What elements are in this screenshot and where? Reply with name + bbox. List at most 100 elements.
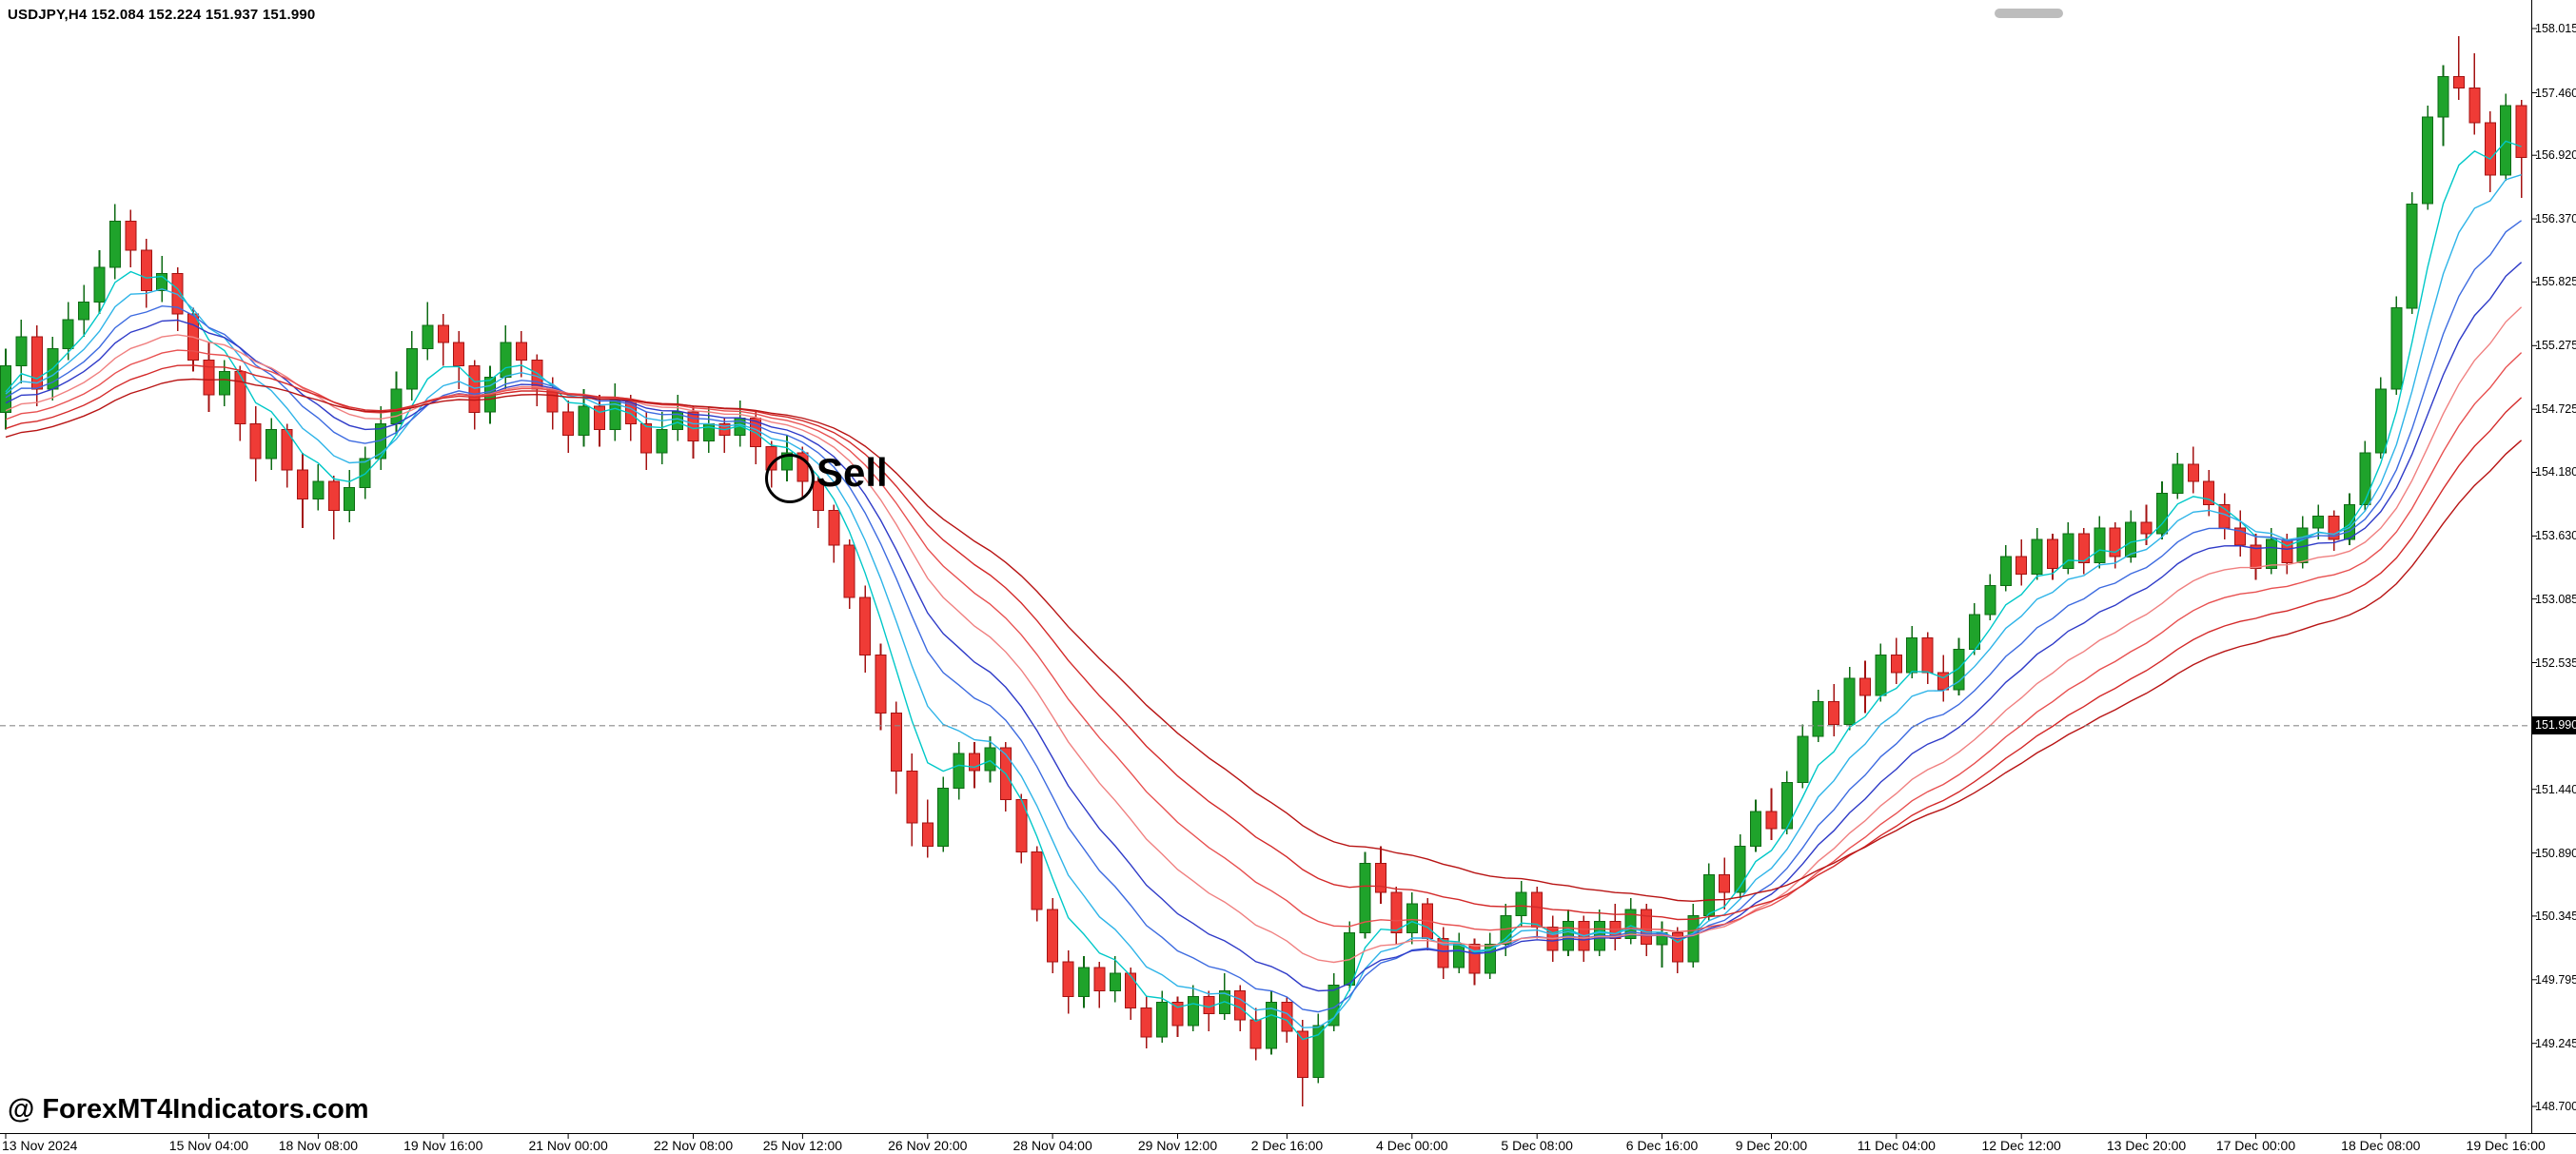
time-axis-label: 28 Nov 04:00: [1013, 1138, 1092, 1153]
time-axis-label: 11 Dec 04:00: [1857, 1138, 1936, 1153]
candle: [953, 741, 965, 800]
candle: [78, 284, 90, 338]
candle: [1062, 949, 1074, 1014]
candle: [1984, 574, 1996, 621]
price-axis-label: 149.245: [2535, 1036, 2576, 1050]
candle: [62, 302, 74, 361]
time-axis-label: 29 Nov 12:00: [1137, 1138, 1218, 1153]
candle: [812, 476, 824, 528]
time-axis-label: 18 Nov 08:00: [278, 1138, 359, 1153]
candle: [1641, 904, 1653, 956]
candle: [1266, 990, 1277, 1055]
candle: [2062, 521, 2075, 575]
candle: [234, 365, 246, 441]
candle: [1437, 927, 1449, 980]
candle: [2390, 296, 2403, 395]
time-axis-label: 25 Nov 12:00: [762, 1138, 843, 1153]
candle: [2312, 504, 2325, 539]
time-axis-label: 18 Dec 08:00: [2341, 1138, 2421, 1153]
candle: [108, 204, 121, 280]
candle: [890, 701, 902, 794]
candle: [2452, 35, 2465, 100]
candle: [2484, 111, 2496, 193]
price-axis-label: 151.440: [2535, 782, 2576, 796]
candle: [2077, 527, 2090, 575]
candle: [1843, 666, 1856, 731]
candle: [1047, 898, 1059, 974]
candle: [312, 463, 324, 511]
chart-symbol-ohlc-title: USDJPY,H4 152.084 152.224 151.937 151.99…: [8, 7, 316, 23]
candle: [297, 452, 308, 528]
candle: [1828, 684, 1840, 736]
candle: [2172, 452, 2184, 499]
ma-line-12: [5, 220, 2523, 1013]
candle: [327, 476, 340, 539]
candle: [1187, 985, 1199, 1031]
candle: [2500, 93, 2512, 181]
price-axis-label: 155.275: [2535, 339, 2576, 353]
price-axis-label: 152.535: [2535, 655, 2576, 670]
horizontal-scrollbar-thumb[interactable]: [1995, 9, 2063, 18]
candle: [2094, 516, 2106, 569]
time-axis-label: 26 Nov 20:00: [888, 1138, 968, 1153]
price-axis-label: 156.920: [2535, 148, 2576, 163]
price-axis-label: 149.795: [2535, 972, 2576, 987]
time-axis-label: 6 Dec 16:00: [1625, 1138, 1699, 1153]
candle: [249, 406, 262, 482]
candle: [1515, 880, 1527, 928]
candle: [562, 401, 575, 453]
price-axis-label: 156.370: [2535, 212, 2576, 226]
candle: [984, 735, 996, 783]
candle: [2374, 377, 2387, 459]
candle: [344, 470, 356, 522]
candle: [1109, 955, 1121, 1003]
candle: [2187, 446, 2199, 494]
sell-signal-label: Sell: [816, 450, 888, 496]
candle: [281, 423, 293, 488]
candle: [1375, 846, 1386, 905]
candle: [1906, 626, 1918, 678]
price-axis-label: 155.825: [2535, 275, 2576, 289]
watermark-text: @ ForexMT4Indicators.com: [8, 1094, 369, 1125]
candle: [1296, 1019, 1308, 1106]
candle: [1359, 851, 1371, 939]
candle: [859, 585, 872, 673]
candle: [1312, 1013, 1325, 1084]
ma-line-21: [5, 306, 2523, 964]
time-axis-label: 12 Dec 12:00: [1981, 1138, 2061, 1153]
candle: [2422, 105, 2434, 210]
candle: [453, 331, 465, 389]
candle: [1031, 846, 1043, 922]
candle: [1999, 545, 2012, 592]
candle: [1281, 996, 1293, 1044]
candle: [843, 539, 855, 609]
candle: [1671, 927, 1683, 974]
current-price-tag: 151.990: [2532, 716, 2576, 735]
candle: [1797, 724, 1809, 789]
price-axis-label: 154.725: [2535, 402, 2576, 417]
candle: [2109, 521, 2121, 569]
ma-line-34: [5, 364, 2523, 921]
candle: [2437, 65, 2449, 147]
candle: [828, 504, 840, 563]
time-axis-label: 4 Dec 00:00: [1376, 1138, 1448, 1153]
candle: [1890, 637, 1902, 684]
time-axis-label: 5 Dec 08:00: [1501, 1138, 1573, 1153]
time-axis-label: 19 Dec 16:00: [2466, 1138, 2546, 1153]
candle: [2047, 533, 2058, 580]
time-axis-label: 13 Dec 20:00: [2106, 1138, 2187, 1153]
candle: [140, 238, 152, 308]
price-axis-label: 150.345: [2535, 909, 2576, 923]
time-axis-label: 2 Dec 16:00: [1250, 1138, 1324, 1153]
ma-line-16: [5, 262, 2523, 992]
candle: [969, 741, 980, 789]
price-axis-label: 150.890: [2535, 846, 2576, 860]
candle: [1734, 834, 1746, 899]
candle: [1156, 990, 1169, 1044]
candle: [921, 799, 934, 858]
candle: [500, 325, 512, 389]
candle: [156, 256, 168, 303]
candle: [1765, 788, 1778, 841]
